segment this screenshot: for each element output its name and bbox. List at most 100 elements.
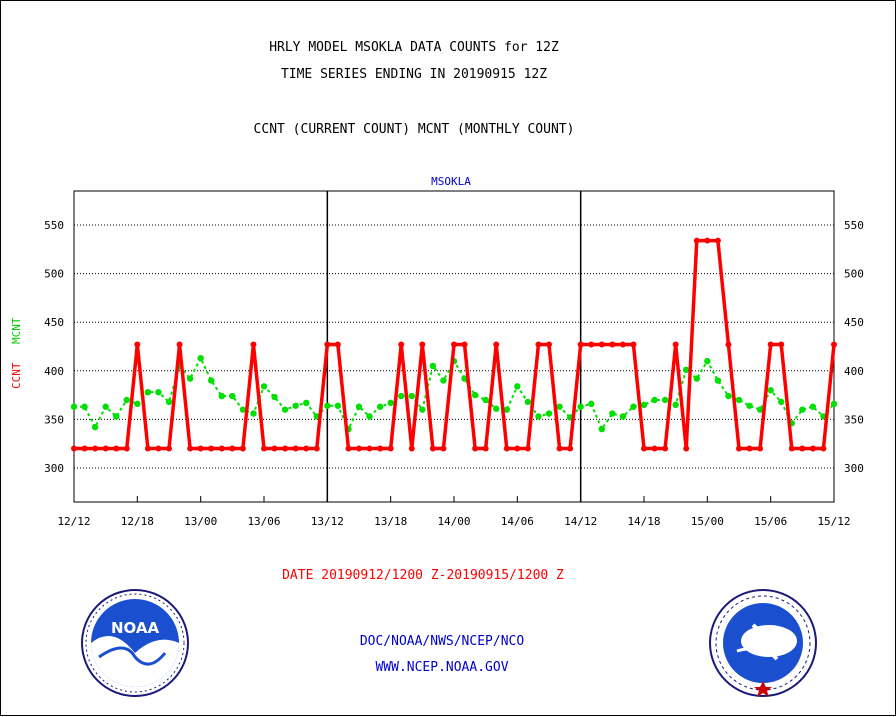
series-mcnt-point (398, 392, 405, 400)
x-tick-label: 13/12 (311, 515, 344, 528)
x-tick-label: 13/18 (374, 515, 407, 528)
series-ccnt-point (282, 445, 289, 452)
noaa-logo-text: NOAA (111, 619, 160, 637)
x-tick-label: 12/18 (121, 515, 154, 528)
series-mcnt-point (440, 377, 447, 384)
series-ccnt-point (261, 445, 267, 452)
series-ccnt-point (778, 341, 785, 348)
series-mcnt-point (725, 392, 732, 400)
series-ccnt-point (714, 237, 721, 244)
series-ccnt-point (440, 445, 447, 452)
series-ccnt-point (324, 341, 331, 348)
x-tick-label: 13/00 (184, 515, 217, 528)
series-mcnt-point (376, 403, 384, 410)
series-mcnt-point (735, 396, 743, 404)
series-ccnt-point (292, 445, 299, 452)
series-ccnt-point (334, 341, 341, 348)
y-tick-label-right: 550 (844, 219, 864, 232)
header-line2: TIME SERIES ENDING IN 20190915 12Z (281, 67, 547, 82)
series-mcnt-point (208, 377, 215, 384)
x-tick-label: 14/12 (564, 515, 597, 528)
series-mcnt-point (746, 402, 753, 409)
x-tick-label: 15/00 (691, 515, 724, 528)
series-mcnt-point (535, 413, 542, 420)
chart-title: MSOKLA (431, 175, 471, 188)
series-mcnt-point (809, 403, 817, 410)
series-mcnt-point (91, 423, 99, 431)
x-tick-label: 12/12 (57, 515, 90, 528)
series-mcnt-point (640, 401, 648, 409)
series-ccnt-point (641, 445, 647, 452)
series-mcnt-point (81, 403, 88, 410)
series-ccnt-point (704, 237, 711, 244)
series-ccnt-point (377, 445, 384, 452)
series-ccnt-point (609, 341, 616, 348)
y-tick-label-right: 350 (844, 413, 864, 426)
series-ccnt-point (736, 445, 742, 452)
series-ccnt-point (102, 445, 109, 452)
x-tick-label: 15/06 (754, 515, 787, 528)
series-ccnt-point (472, 445, 479, 452)
series-mcnt-point (165, 398, 173, 406)
series-ccnt-point (166, 445, 172, 452)
series-mcnt-point (598, 425, 605, 433)
series-mcnt-point (239, 406, 247, 413)
series-mcnt-point (524, 398, 532, 406)
series-mcnt-point (429, 362, 437, 370)
series-mcnt-point (144, 388, 152, 396)
y-tick-label-left: 400 (44, 365, 64, 378)
series-ccnt-point (408, 445, 415, 452)
x-tick-label: 14/06 (501, 515, 534, 528)
series-ccnt-point (197, 445, 204, 452)
series-ccnt-point (92, 445, 99, 452)
series-ccnt-point (71, 445, 77, 452)
y-label-ccnt: CCNT (10, 362, 23, 389)
series-ccnt-point (524, 445, 531, 452)
series-mcnt-point (756, 406, 764, 413)
series-mcnt-point (355, 403, 363, 410)
series-mcnt-point (186, 375, 194, 382)
header-line1: HRLY MODEL MSOKLA DATA COUNTS for 12Z (269, 40, 559, 55)
series-ccnt-point (218, 445, 225, 452)
series-mcnt-point (693, 375, 700, 382)
series-mcnt-point (556, 403, 563, 410)
series-ccnt-point (831, 341, 837, 348)
url-text: WWW.NCEP.NOAA.GOV (375, 660, 508, 675)
series-ccnt-point (746, 445, 753, 452)
series-mcnt-point (630, 403, 637, 410)
series-mcnt-point (408, 392, 415, 400)
series-ccnt-point (313, 445, 320, 452)
series-ccnt-point (577, 341, 584, 348)
series-ccnt-point (788, 445, 795, 452)
series-mcnt-point (303, 399, 310, 407)
series-layer (70, 237, 838, 452)
series-ccnt-point (451, 341, 457, 348)
series-ccnt-point (556, 445, 563, 452)
series-ccnt-point (567, 445, 574, 452)
series-mcnt-point (419, 406, 426, 413)
series-ccnt-point (482, 445, 489, 452)
series-ccnt-point (767, 341, 774, 348)
x-tick-label: 13/06 (247, 515, 280, 528)
series-ccnt-point (155, 445, 162, 452)
series-ccnt-point (187, 445, 194, 452)
series-mcnt-point (387, 399, 394, 407)
series-mcnt-point (767, 387, 774, 394)
noaa-logo-icon: NOAA (81, 589, 189, 697)
series-mcnt-point (609, 410, 616, 417)
y-tick-label-right: 400 (844, 365, 864, 378)
series-mcnt-point (503, 406, 510, 413)
y-tick-label-left: 300 (44, 462, 64, 475)
series-ccnt-point (799, 445, 806, 452)
series-ccnt-point (113, 445, 120, 452)
series-ccnt-point (303, 445, 310, 452)
series-ccnt-point (123, 445, 130, 452)
series-mcnt-point (324, 402, 331, 409)
series-ccnt-point (651, 445, 658, 452)
x-tick-label: 14/00 (437, 515, 470, 528)
series-mcnt-point (155, 388, 162, 396)
y-axis-label: CCNT MCNT (10, 317, 23, 389)
ticks-layer: 300 300 350 350 400 400 450 450 500 500 550 550 12/1… (44, 219, 864, 528)
